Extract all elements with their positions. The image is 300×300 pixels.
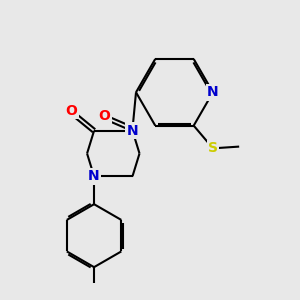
Text: O: O [99,109,110,123]
Text: N: N [88,169,100,183]
Text: O: O [65,104,77,118]
Text: N: N [207,85,219,99]
Text: S: S [208,141,218,155]
Text: N: N [127,124,138,138]
